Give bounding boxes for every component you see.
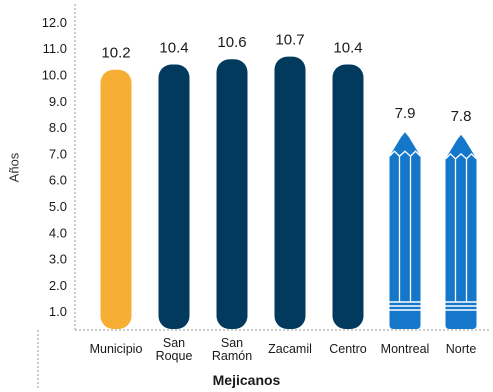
y-tick-label: 7.0 <box>49 146 67 161</box>
bar-pencil <box>445 134 477 329</box>
y-tick-label: 8.0 <box>49 120 67 135</box>
category-label: Centro <box>329 343 367 356</box>
bar <box>332 64 364 329</box>
x-axis-title: Mejicanos <box>212 372 281 388</box>
bar-value-label: 7.9 <box>395 105 416 122</box>
category-label-line: Municipio <box>89 342 143 356</box>
bar <box>216 59 248 329</box>
category-label-line: Centro <box>329 342 367 356</box>
bar-value-label: 10.4 <box>159 39 188 56</box>
category-label: Municipio <box>90 343 143 356</box>
bar-pencil <box>389 132 421 329</box>
y-tick-label: 11.0 <box>43 41 67 56</box>
y-tick-label: 12.0 <box>42 15 67 30</box>
category-label: San Roque <box>156 337 193 363</box>
y-tick-label: 2.0 <box>49 278 67 293</box>
category-label: Montreal <box>381 343 430 356</box>
bar <box>100 69 132 330</box>
y-tick-label: 6.0 <box>49 173 67 188</box>
y-tick-label: 3.0 <box>49 252 67 267</box>
bar-value-label: 10.2 <box>101 45 130 62</box>
bar-value-label: 10.4 <box>333 39 362 56</box>
bar <box>158 64 190 329</box>
y-tick-label: 10.0 <box>42 68 67 83</box>
bar-value-label: 10.7 <box>275 32 304 49</box>
y-tick-label: 1.0 <box>49 304 67 319</box>
category-label: San Ramón <box>212 337 252 363</box>
y-tick-label: 5.0 <box>49 199 67 214</box>
y-tick-label: 4.0 <box>49 225 67 240</box>
category-label-line: San <box>162 336 186 350</box>
category-label-line: Roque <box>155 349 193 363</box>
category-label-line: Norte <box>445 342 477 356</box>
category-label-line: San <box>220 336 244 350</box>
bar-value-label: 7.8 <box>451 108 472 125</box>
category-label: Zacamil <box>268 343 312 356</box>
y-tick-label: 9.0 <box>49 94 67 109</box>
bar-value-label: 10.6 <box>217 34 246 51</box>
category-label-line: Ramón <box>211 349 253 363</box>
category-label-line: Zacamil <box>268 342 312 356</box>
category-label-line: Montreal <box>380 342 430 356</box>
bar <box>274 56 306 330</box>
category-label: Norte <box>446 343 477 356</box>
y-axis-title: Años <box>6 152 22 183</box>
